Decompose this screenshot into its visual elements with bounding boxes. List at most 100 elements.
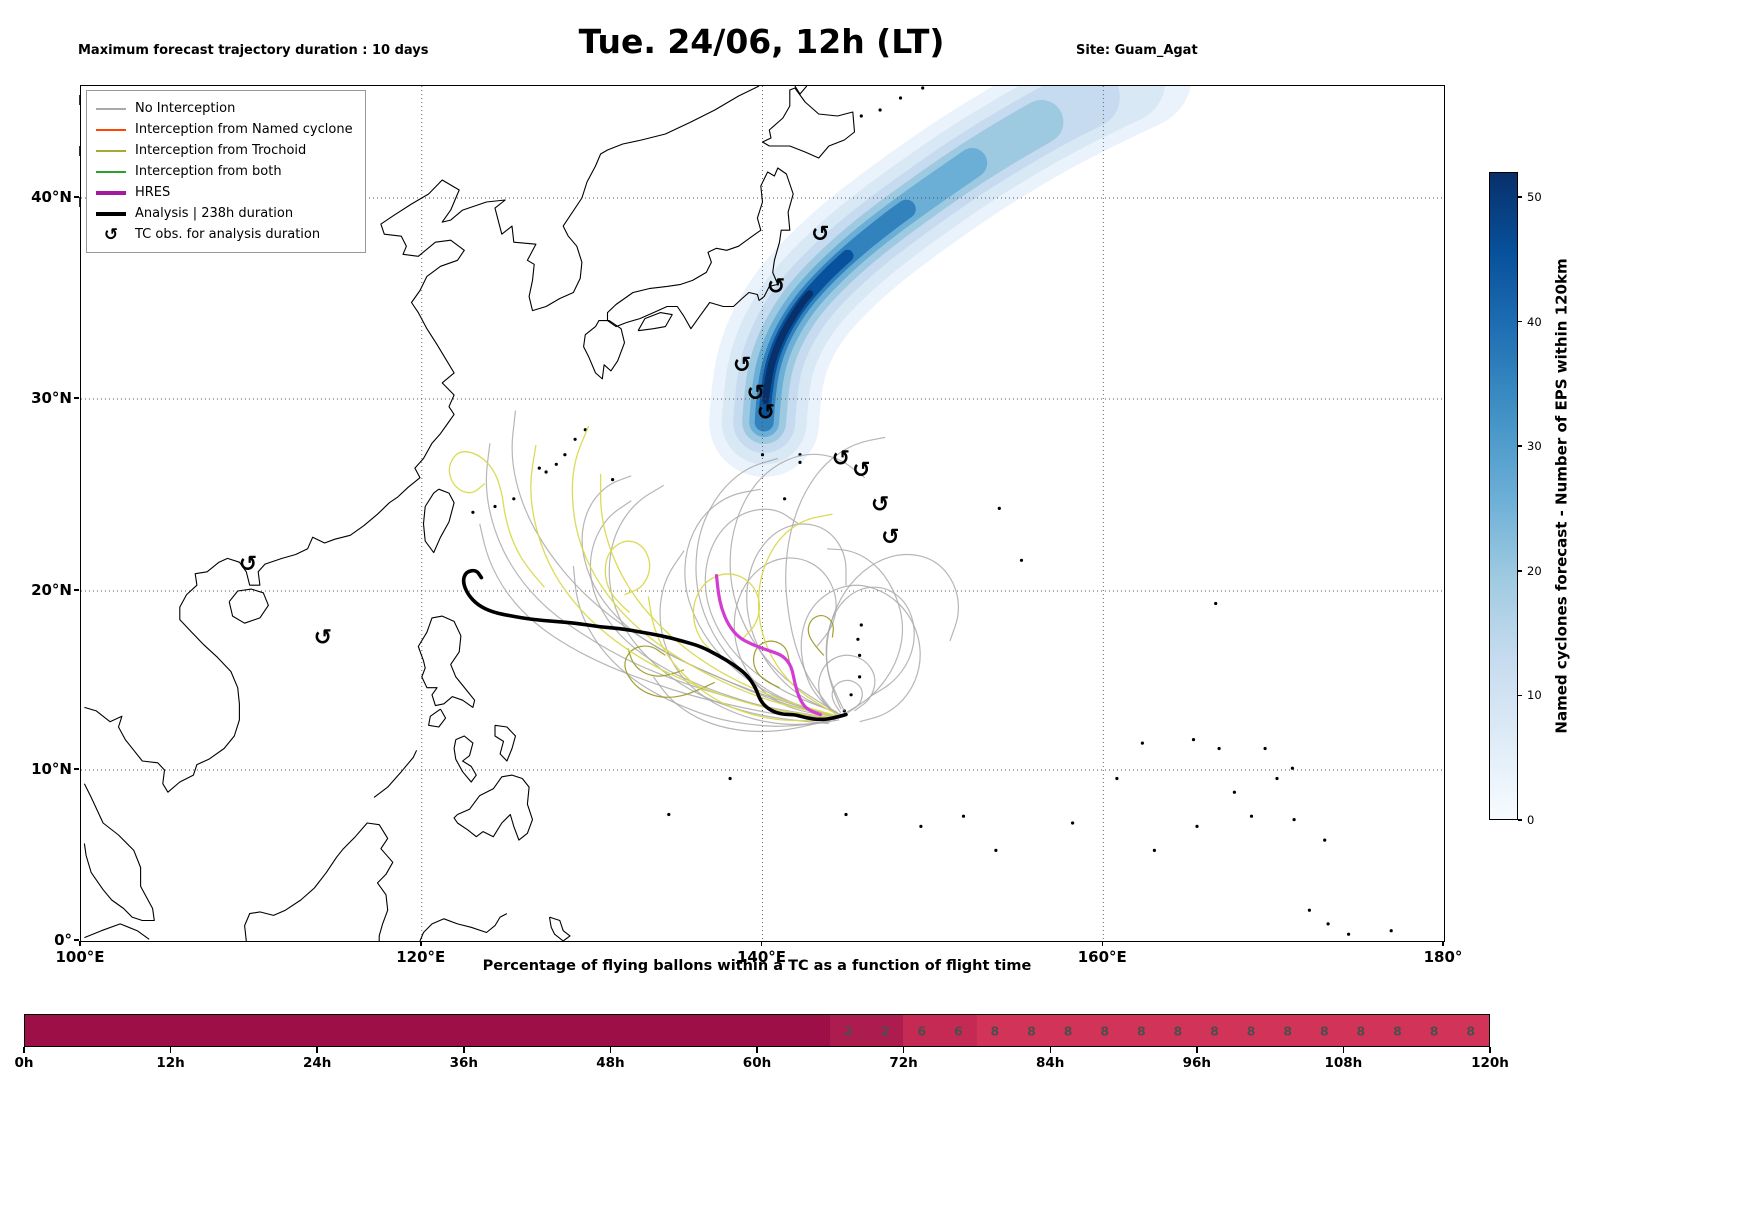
island-dot [849, 693, 853, 697]
trajectory-no-interception [729, 453, 866, 714]
strip-axis-tick [463, 1047, 465, 1053]
x-axis-tick [79, 941, 81, 946]
strip-axis-tick-label: 24h [302, 1055, 332, 1071]
coastline [453, 774, 534, 841]
strip-chart: 2 2 6 6 8 8 8 8 8 8 8 8 8 8 8 8 8 8 [24, 1014, 1490, 1047]
legend-item-label: Analysis | 238h duration [135, 206, 294, 221]
strip-segment-value: 8 [990, 1023, 1000, 1038]
legend-item: Interception from Trochoid [96, 140, 353, 161]
strip-segment-value: 8 [1246, 1023, 1256, 1038]
hres-track [714, 574, 822, 717]
island-dot [1191, 738, 1196, 742]
strip-segment-value: 8 [1356, 1023, 1366, 1038]
legend-item: HRES [96, 182, 353, 203]
strip-segment [1049, 1015, 1087, 1046]
island-dot [858, 675, 862, 679]
trajectory-no-interception [653, 676, 831, 733]
legend-line-swatch [96, 211, 126, 216]
strip-axis-tick-label: 96h [1182, 1055, 1211, 1071]
strip-segment [1159, 1015, 1197, 1046]
coastline [84, 923, 150, 940]
coastline [417, 615, 476, 708]
strip-axis-tick-label: 0h [14, 1055, 34, 1071]
y-axis-tick [74, 196, 79, 198]
strip-segment [940, 1015, 977, 1046]
y-axis-tick [74, 589, 79, 591]
strip-axis-tick [1489, 1047, 1491, 1053]
island-dot [919, 824, 923, 829]
island-dot [1071, 821, 1075, 825]
trajectory-no-interception [479, 523, 833, 719]
strip-segment-value: 8 [1063, 1023, 1073, 1038]
legend-line-swatch [96, 107, 126, 110]
legend-item-label: TC obs. for analysis duration [135, 227, 321, 242]
island-dot [1249, 814, 1254, 818]
strip-axis-tick-label: 108h [1324, 1055, 1363, 1071]
trajectory-no-interception [831, 679, 863, 714]
strip-segment [1123, 1015, 1160, 1046]
strip-segment-value: 8 [1283, 1023, 1293, 1038]
trajectory-trochoid-olive [627, 648, 685, 677]
legend-item: ↺ TC obs. for analysis duration [96, 224, 353, 245]
legend-item-label: HRES [135, 185, 171, 200]
coastline [422, 488, 455, 554]
colorbar-tick-label: 50 [1527, 189, 1542, 204]
trajectory-trochoid [448, 451, 545, 588]
island-dot [1389, 929, 1393, 933]
legend-item-label: Interception from Trochoid [135, 143, 307, 158]
island-dot [611, 478, 615, 482]
island-dot [994, 848, 998, 853]
x-axis-tick-label: 180° [1423, 948, 1463, 966]
strip-segment-value: 6 [917, 1023, 927, 1038]
strip-segment [1306, 1015, 1343, 1046]
island-dot [573, 437, 577, 441]
tc-obs-symbol: ↺ [881, 525, 899, 550]
island-dot [961, 814, 966, 818]
colorbar-tick-label: 0 [1527, 813, 1535, 827]
y-axis-tick-label: 0° [54, 931, 72, 949]
trajectory-no-interception [785, 436, 886, 714]
legend-item: Interception from Named cyclone [96, 119, 353, 140]
trajectory-no-interception [511, 410, 833, 717]
island-dot [554, 462, 558, 466]
colorbar-tick [1518, 445, 1522, 447]
trajectory-no-interception [581, 475, 840, 717]
strip-axis-tick-label: 60h [742, 1055, 772, 1071]
island-dot [1217, 746, 1221, 751]
strip-axis-tick [902, 1047, 905, 1053]
island-dot [1214, 601, 1218, 606]
coastline [606, 167, 794, 330]
y-axis-tick-label: 30°N [31, 389, 72, 407]
colorbar-label-wrap: Named cyclones forecast - Number of EPS … [1540, 172, 1584, 820]
coastline [419, 913, 508, 941]
strip-axis-tick [169, 1047, 172, 1053]
y-axis-tick-label: 20°N [31, 581, 72, 599]
y-axis-tick [74, 397, 79, 399]
strip-axis-tick-label: 36h [449, 1055, 478, 1071]
strip-segment-value: 8 [1136, 1023, 1146, 1038]
island-dot [898, 96, 903, 100]
island-dot [544, 470, 548, 474]
island-dot [783, 497, 787, 501]
strip-chart-title: Percentage of flying ballons within a TC… [482, 958, 1032, 974]
strip-axis-tick [609, 1047, 612, 1053]
strip-segment-value: 8 [1319, 1023, 1329, 1038]
strip-axis-tick-label: 72h [889, 1055, 918, 1071]
island-dot [667, 812, 671, 817]
legend-item-label: No Interception [135, 101, 236, 116]
strip-axis-tick-label: 12h [156, 1055, 185, 1071]
legend-item: Analysis | 238h duration [96, 203, 353, 224]
island-dot [1195, 824, 1199, 829]
coastline [583, 320, 626, 380]
colorbar-tick [1518, 694, 1522, 697]
island-dot [798, 460, 802, 464]
map-legend: No Interception Interception from Named c… [86, 90, 366, 253]
coastline [548, 916, 571, 941]
trajectory-trochoid [571, 425, 836, 717]
coastline [637, 312, 673, 332]
strip-segment [976, 1015, 1014, 1046]
legend-item-label: Interception from both [135, 164, 282, 179]
strip-segment [1342, 1015, 1380, 1046]
strip-segment [1086, 1015, 1123, 1046]
coastline [244, 822, 394, 941]
